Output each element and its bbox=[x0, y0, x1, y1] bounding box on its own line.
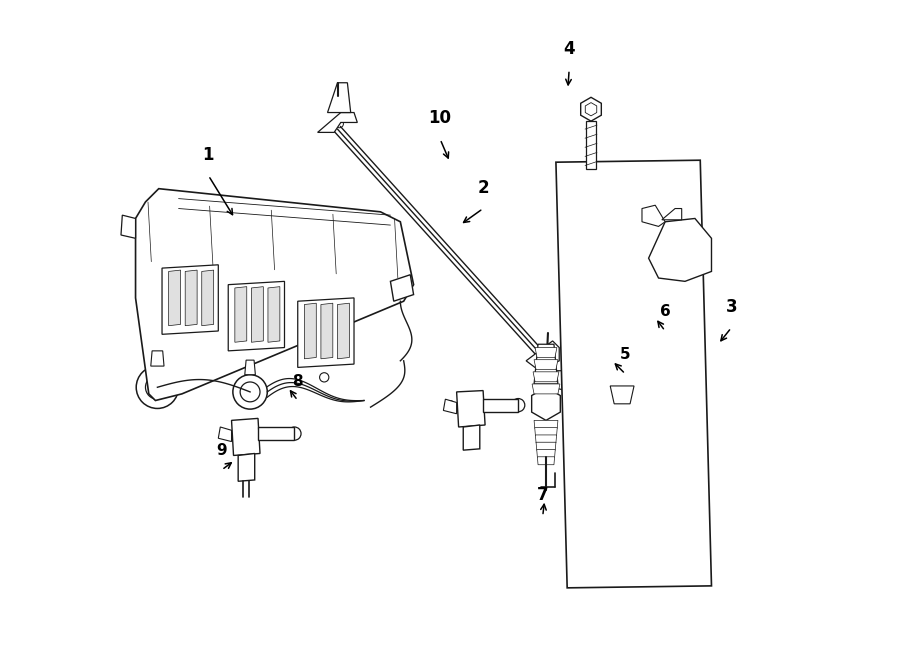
Text: 1: 1 bbox=[202, 146, 214, 164]
Polygon shape bbox=[526, 341, 559, 371]
Polygon shape bbox=[456, 391, 485, 427]
Polygon shape bbox=[536, 449, 555, 457]
Circle shape bbox=[552, 374, 561, 383]
Polygon shape bbox=[321, 303, 333, 359]
Polygon shape bbox=[258, 427, 294, 440]
Text: 8: 8 bbox=[292, 373, 303, 389]
Circle shape bbox=[320, 373, 328, 382]
Polygon shape bbox=[536, 348, 557, 357]
Circle shape bbox=[233, 375, 267, 409]
Circle shape bbox=[608, 346, 636, 375]
Polygon shape bbox=[556, 160, 712, 588]
Polygon shape bbox=[162, 265, 219, 334]
Circle shape bbox=[337, 95, 342, 100]
Circle shape bbox=[597, 336, 647, 386]
Polygon shape bbox=[151, 351, 164, 366]
Polygon shape bbox=[610, 386, 634, 404]
Circle shape bbox=[511, 399, 525, 412]
Text: 2: 2 bbox=[477, 179, 489, 197]
Circle shape bbox=[644, 209, 653, 218]
Polygon shape bbox=[238, 453, 255, 481]
Polygon shape bbox=[304, 303, 316, 359]
Circle shape bbox=[240, 382, 260, 402]
Polygon shape bbox=[585, 103, 597, 116]
Text: 6: 6 bbox=[660, 304, 670, 319]
Polygon shape bbox=[229, 281, 284, 351]
Text: 5: 5 bbox=[620, 347, 631, 362]
Polygon shape bbox=[136, 189, 414, 401]
Text: 9: 9 bbox=[216, 443, 227, 458]
Polygon shape bbox=[268, 287, 280, 342]
Circle shape bbox=[446, 401, 454, 410]
Circle shape bbox=[288, 427, 302, 440]
Polygon shape bbox=[642, 205, 665, 226]
Circle shape bbox=[667, 233, 704, 270]
Polygon shape bbox=[328, 83, 351, 113]
Polygon shape bbox=[464, 425, 480, 450]
Circle shape bbox=[146, 375, 169, 399]
Polygon shape bbox=[662, 209, 681, 220]
Polygon shape bbox=[536, 435, 556, 443]
Circle shape bbox=[618, 357, 626, 365]
Polygon shape bbox=[251, 287, 264, 342]
Polygon shape bbox=[235, 287, 247, 342]
Text: 3: 3 bbox=[725, 298, 737, 316]
Text: 7: 7 bbox=[537, 487, 548, 504]
Polygon shape bbox=[532, 387, 561, 420]
Polygon shape bbox=[245, 360, 256, 375]
Polygon shape bbox=[185, 270, 197, 326]
Polygon shape bbox=[121, 215, 136, 238]
Text: 10: 10 bbox=[428, 109, 452, 127]
Polygon shape bbox=[535, 428, 557, 436]
Text: 4: 4 bbox=[563, 40, 575, 58]
Circle shape bbox=[125, 222, 134, 231]
Polygon shape bbox=[537, 457, 554, 465]
Polygon shape bbox=[533, 372, 559, 382]
Polygon shape bbox=[168, 270, 181, 326]
Polygon shape bbox=[391, 275, 414, 301]
Polygon shape bbox=[298, 298, 354, 367]
Polygon shape bbox=[534, 359, 558, 369]
Polygon shape bbox=[231, 418, 260, 455]
Circle shape bbox=[546, 346, 552, 352]
Circle shape bbox=[336, 120, 344, 128]
Polygon shape bbox=[338, 303, 349, 359]
Polygon shape bbox=[483, 399, 518, 412]
Polygon shape bbox=[534, 420, 558, 428]
Polygon shape bbox=[318, 113, 357, 132]
Polygon shape bbox=[534, 344, 558, 384]
Circle shape bbox=[136, 366, 178, 408]
Polygon shape bbox=[539, 371, 576, 391]
Polygon shape bbox=[532, 384, 560, 394]
Polygon shape bbox=[219, 427, 231, 442]
Polygon shape bbox=[444, 399, 456, 414]
Polygon shape bbox=[586, 121, 597, 169]
Polygon shape bbox=[536, 442, 556, 450]
Polygon shape bbox=[202, 270, 213, 326]
Polygon shape bbox=[580, 97, 601, 121]
Polygon shape bbox=[649, 218, 712, 281]
